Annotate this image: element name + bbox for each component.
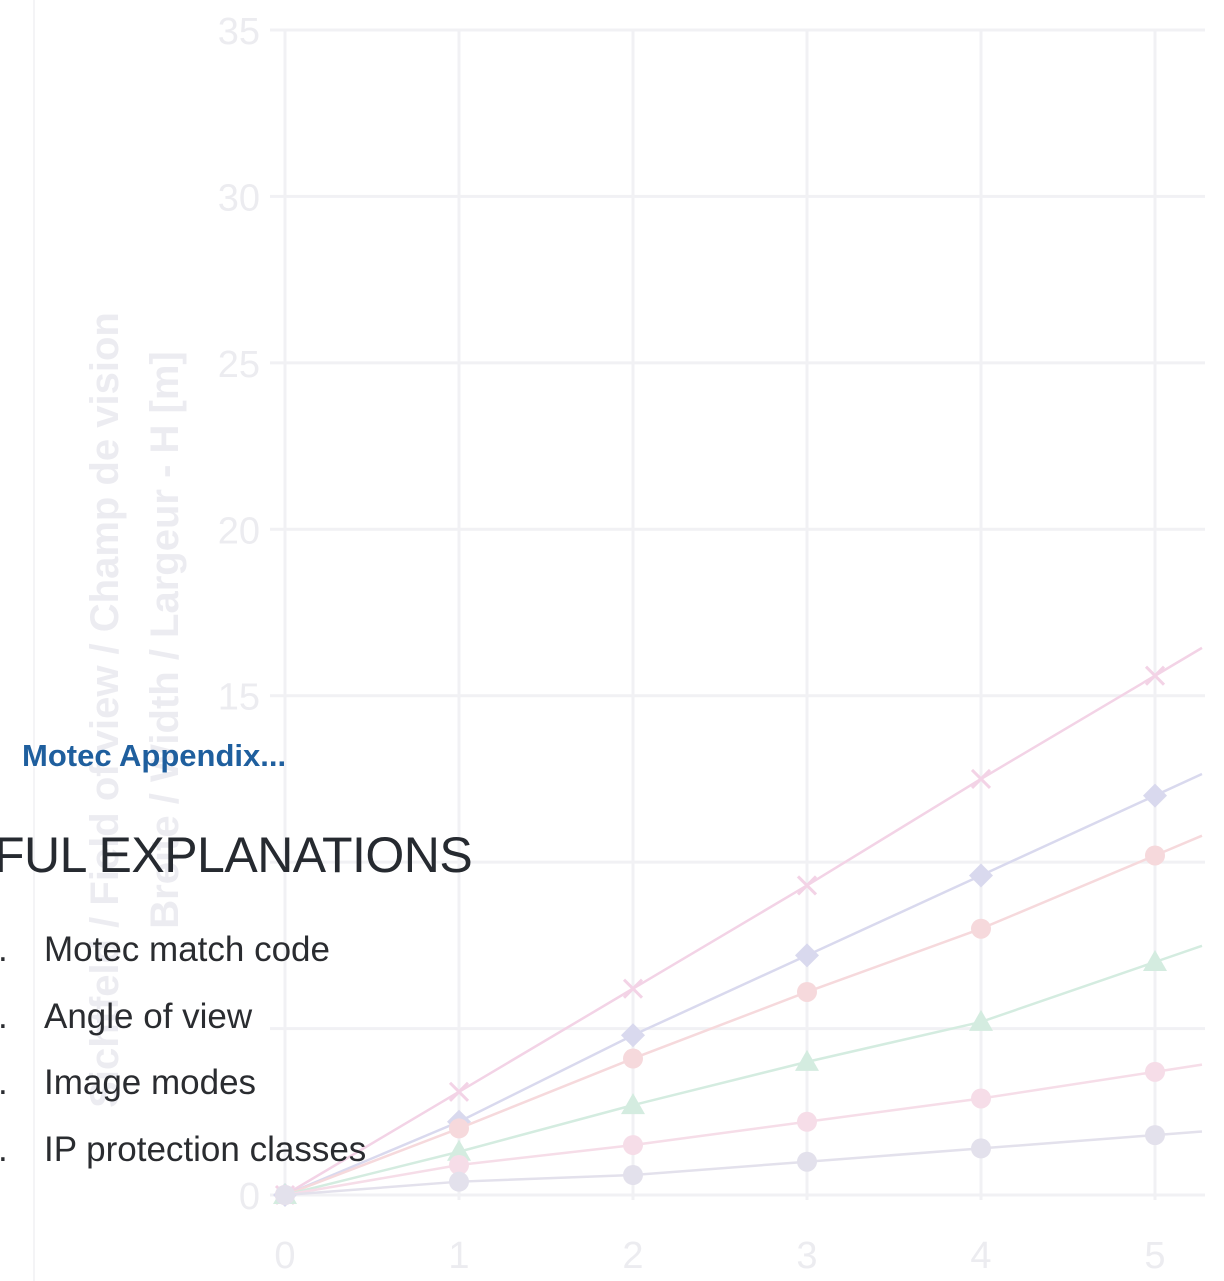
y-tick-label: 15 xyxy=(218,677,260,719)
series-point xyxy=(449,1155,469,1176)
x-tick-label: 1 xyxy=(448,1235,469,1277)
series-point xyxy=(622,978,644,999)
x-tick-label: 3 xyxy=(796,1235,817,1277)
series-point xyxy=(623,1135,643,1156)
series-point xyxy=(447,1139,471,1161)
toc-number: . xyxy=(0,997,8,1037)
series-point xyxy=(1144,665,1166,686)
series-point xyxy=(970,768,992,789)
toc-number: . xyxy=(0,1063,8,1103)
x-tick-label: 2 xyxy=(622,1235,643,1277)
series-point xyxy=(971,1088,991,1109)
series-point xyxy=(448,1081,470,1102)
series-point xyxy=(621,1093,645,1115)
series-point xyxy=(969,1009,993,1031)
series-point xyxy=(796,875,818,896)
series-point xyxy=(797,1111,817,1132)
y-tick-label: 25 xyxy=(218,344,260,386)
y-tick-label: 35 xyxy=(218,11,260,53)
series-point xyxy=(797,1151,817,1172)
series-point xyxy=(795,943,819,968)
chart-grid xyxy=(33,0,1205,1281)
series-point xyxy=(449,1118,469,1139)
toc-label: Angle of view xyxy=(44,997,253,1036)
series-point xyxy=(623,1165,643,1186)
chart-series xyxy=(273,646,1203,1207)
toc-number: . xyxy=(0,1130,8,1170)
series-point xyxy=(971,1138,991,1159)
series-point xyxy=(621,1023,645,1048)
series-point xyxy=(1145,845,1165,866)
series-point xyxy=(449,1171,469,1192)
series-point xyxy=(1145,1125,1165,1146)
series-point xyxy=(795,1049,819,1071)
page-heading: FUL EXPLANATIONS xyxy=(0,827,473,883)
toc-label: Image modes xyxy=(44,1063,257,1102)
section-subtitle: Motec Appendix... xyxy=(22,738,287,773)
y-tick-label: 20 xyxy=(218,510,260,552)
series-point xyxy=(275,1185,295,1205)
toc-number: . xyxy=(0,930,8,970)
x-tick-label: 0 xyxy=(274,1235,295,1277)
toc-label: Motec match code xyxy=(44,930,330,969)
series-point xyxy=(971,918,991,939)
series-point xyxy=(1145,1061,1165,1082)
y-tick-label: 0 xyxy=(239,1176,260,1218)
series-point xyxy=(1143,950,1167,971)
series-point xyxy=(623,1048,643,1069)
chart-ticks: 0 1 2 3 4 5 0 15 20 25 30 35 xyxy=(218,11,1166,1277)
y-tick-label: 30 xyxy=(218,177,260,219)
y-axis-label-primary: Sichtfeld / Field of view / Champ de vis… xyxy=(83,312,127,1108)
y-axis-label-secondary: Breite / Width / Largeur - H [m] xyxy=(143,351,187,928)
series-point xyxy=(969,863,993,888)
series-point xyxy=(1143,783,1167,808)
x-tick-label: 5 xyxy=(1144,1235,1165,1277)
series-point xyxy=(797,981,817,1002)
toc-label: IP protection classes xyxy=(44,1130,367,1169)
x-tick-label: 4 xyxy=(970,1235,991,1277)
